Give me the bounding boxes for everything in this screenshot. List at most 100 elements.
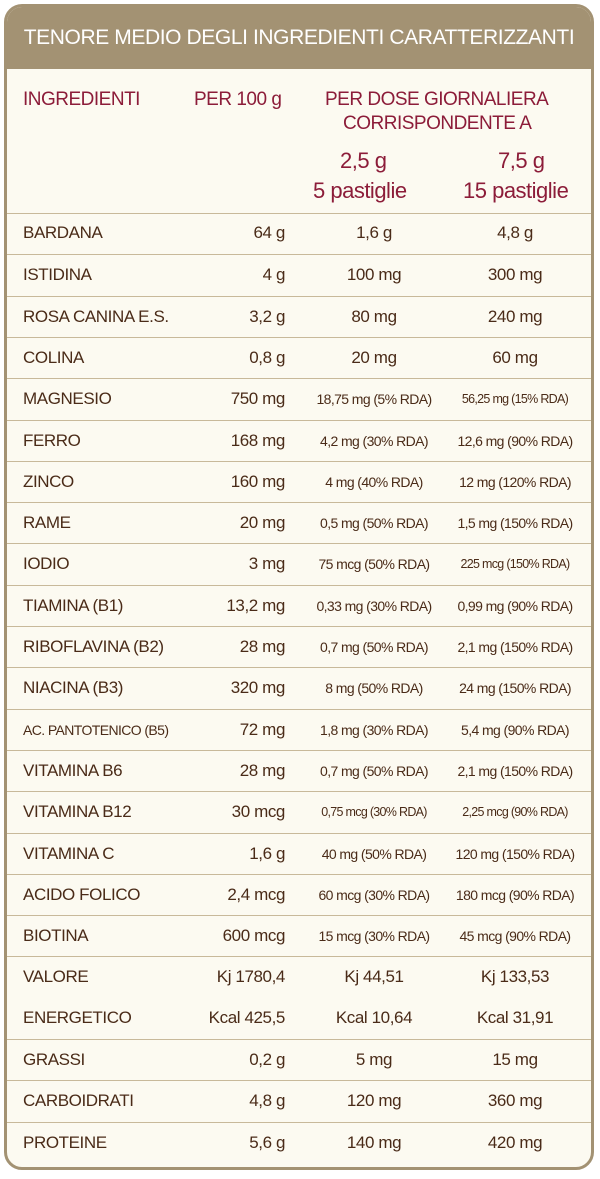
per100-value: 0,8 g	[249, 347, 285, 367]
dose2-value: 225 mcg (150% RDA)	[460, 557, 571, 572]
dose2-value: 240 mg	[487, 306, 543, 326]
ingredient-name: CARBOIDRATI	[23, 1091, 134, 1111]
table-row: VITAMINA C 1,6 g 40 mg (50% RDA) 120 mg (15…	[7, 832, 591, 873]
per100-value: 64 g	[253, 223, 286, 242]
per100-value: 3 mg	[248, 554, 286, 574]
dose2-value: Kj 133,53	[480, 967, 550, 987]
table-row: IODIO 3 mg 75 mcg (50% RDA) 225 mcg (150% R…	[7, 543, 591, 583]
dose1-value: Kcal 10,64	[335, 1007, 413, 1027]
ingredient-name: VALORE	[23, 967, 89, 987]
ingredient-name: COLINA	[23, 347, 84, 367]
table-row: ZINCO 160 mg 4 mg (40% RDA) 12 mg (120% RDA…	[7, 460, 591, 501]
per100-value: 13,2 mg	[226, 595, 285, 615]
per100-value: 30 mcg	[231, 802, 286, 822]
dose1-value: 0,75 mcg (30% RDA)	[321, 805, 427, 820]
header-dose1-count: 5 pastiglie	[313, 178, 407, 203]
dose1-value: 1,8 mg (30% RDA)	[320, 721, 428, 738]
dose1-value: 4,2 mg (30% RDA)	[320, 432, 428, 449]
dose2-value: 12 mg (120% RDA)	[459, 473, 571, 490]
table-row: ENERGETICO Kcal 425,5 Kcal 10,64 Kcal 31,91	[7, 998, 591, 1038]
ingredient-name: ISTIDINA	[23, 265, 92, 285]
dose1-value: 120 mg	[346, 1091, 402, 1111]
per100-value: 28 mg	[239, 760, 286, 780]
header-daily-line1: PER DOSE GIORNALIERA	[325, 89, 549, 110]
per100-value: 320 mg	[230, 678, 286, 698]
per100-value: 750 mg	[230, 389, 286, 409]
dose1-value: 80 mg	[351, 306, 397, 326]
header-dose2-count: 15 pastiglie	[463, 178, 569, 203]
dose2-value: 2,25 mcg (90% RDA)	[462, 805, 568, 820]
dose1-value: 100 mg	[346, 265, 402, 285]
per100-value: 72 mg	[239, 719, 286, 739]
table-row: COLINA 0,8 g 20 mg 60 mg	[7, 336, 591, 377]
dose2-value: 12,6 mg (90% RDA)	[457, 432, 573, 449]
ingredient-name: ENERGETICO	[23, 1007, 132, 1027]
table-row: ACIDO FOLICO 2,4 mcg 60 mcg (30% RDA) 180 m…	[7, 873, 591, 914]
table-row: PROTEINE 5,6 g 140 mg 420 mg	[7, 1121, 591, 1162]
table-row: MAGNESIO 750 mg 18,75 mg (5% RDA) 56,25 mg …	[7, 378, 591, 418]
dose1-value: 140 mg	[346, 1132, 402, 1152]
table-row: VALORE Kj 1780,4 Kj 44,51 Kj 133,53	[7, 956, 591, 996]
dose2-value: 420 mg	[487, 1132, 543, 1152]
table-row: AC. PANTOTENICO (B5) 72 mg 1,8 mg (30% RDA…	[7, 708, 591, 749]
table-row: ISTIDINA 4 g 100 mg 300 mg	[7, 254, 591, 294]
ingredient-name: VITAMINA B12	[23, 802, 132, 822]
dose1-value: 0,5 mg (50% RDA)	[320, 515, 428, 532]
dose1-value: 0,7 mg (50% RDA)	[320, 639, 428, 655]
header-dose2-amount: 7,5 g	[498, 148, 545, 173]
dose2-value: 2,1 mg (150% RDA)	[457, 639, 573, 655]
dose1-value: 5 mg	[355, 1050, 393, 1069]
per100-value: 5,6 g	[249, 1132, 285, 1152]
ingredient-name: MAGNESIO	[23, 389, 112, 409]
ingredient-name: PROTEINE	[23, 1132, 107, 1152]
table-row: BARDANA 64 g 1,6 g 4,8 g	[7, 213, 591, 253]
dose1-value: 60 mcg (30% RDA)	[318, 886, 431, 903]
dose1-value: 20 mg	[351, 347, 397, 367]
ingredient-name: IODIO	[23, 554, 70, 574]
dose1-value: 18,75 mg (5% RDA)	[316, 391, 432, 408]
table-title: TENORE MEDIO DEGLI INGREDIENTI CARATTERI…	[7, 7, 591, 69]
per100-value: 3,2 g	[249, 306, 285, 326]
per100-value: 600 mcg	[222, 926, 286, 946]
per100-value: Kj 1780,4	[216, 967, 286, 987]
dose2-value: 24 mg (150% RDA)	[459, 680, 571, 697]
header-dose1-amount: 2,5 g	[340, 148, 387, 173]
per100-value: 0,2 g	[249, 1050, 285, 1069]
ingredient-name: AC. PANTOTENICO (B5)	[23, 721, 169, 738]
dose1-value: 15 mcg (30% RDA)	[318, 928, 431, 945]
nutrition-table-panel: TENORE MEDIO DEGLI INGREDIENTI CARATTERI…	[4, 4, 594, 1170]
per100-value: 2,4 mcg	[227, 884, 285, 904]
dose1-value: 0,7 mg (50% RDA)	[320, 762, 428, 779]
dose2-value: 360 mg	[487, 1091, 543, 1111]
per100-value: 168 mg	[230, 430, 286, 450]
dose2-value: 56,25 mg (15% RDA)	[461, 392, 569, 407]
dose2-value: 2,1 mg (150% RDA)	[457, 762, 573, 779]
dose2-value: 180 mcg (90% RDA)	[455, 886, 575, 903]
dose2-value: 45 mcg (90% RDA)	[459, 928, 572, 945]
per100-value: 4,8 g	[249, 1091, 285, 1111]
header-divider	[7, 213, 591, 214]
ingredient-name: RAME	[23, 513, 71, 533]
table-row: FERRO 168 mg 4,2 mg (30% RDA) 12,6 mg (90% …	[7, 419, 591, 460]
table-row: VITAMINA B6 28 mg 0,7 mg (50% RDA) 2,1 mg (…	[7, 749, 591, 790]
dose1-value: 1,6 g	[356, 223, 392, 242]
table-row: TIAMINA (B1) 13,2 mg 0,33 mg (30% RDA) 0,99…	[7, 584, 591, 625]
dose2-value: Kcal 31,91	[476, 1007, 554, 1027]
table-row: ROSA CANINA E.S. 3,2 g 80 mg 240 mg	[7, 295, 591, 336]
per100-value: 160 mg	[230, 471, 286, 491]
ingredient-name: BARDANA	[23, 223, 103, 242]
header-daily-line2: CORRISPONDENTE A	[343, 113, 532, 134]
ingredient-name: GRASSI	[23, 1050, 85, 1069]
per100-value: 4 g	[262, 265, 286, 285]
dose1-value: 4 mg (40% RDA)	[325, 473, 423, 490]
dose1-value: 0,33 mg (30% RDA)	[316, 597, 432, 614]
dose1-value: 8 mg (50% RDA)	[325, 680, 423, 697]
table-row: RAME 20 mg 0,5 mg (50% RDA) 1,5 mg (150% RD…	[7, 502, 591, 542]
dose2-value: 4,8 g	[497, 223, 533, 242]
ingredient-name: VITAMINA C	[23, 843, 115, 863]
per100-value: 28 mg	[239, 637, 286, 656]
header-per100: PER 100 g	[194, 89, 282, 110]
ingredient-name: ACIDO FOLICO	[23, 884, 141, 904]
dose2-value: 120 mg (150% RDA)	[455, 845, 576, 862]
table-row: BIOTINA 600 mcg 15 mcg (30% RDA) 45 mcg (90…	[7, 915, 591, 955]
